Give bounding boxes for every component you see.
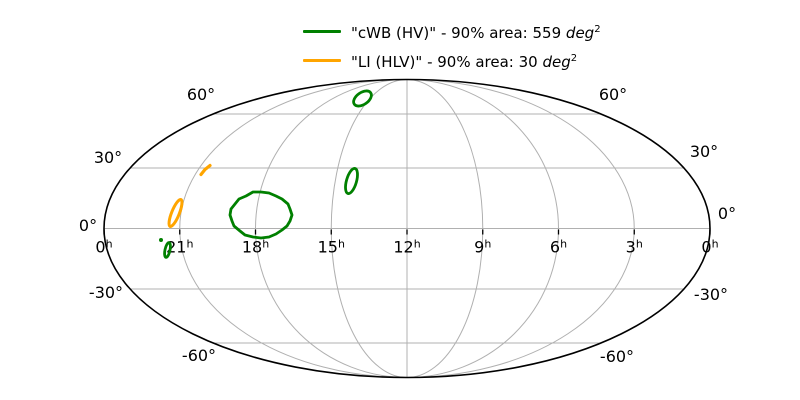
contour-cwb-hv-4: [159, 238, 163, 242]
legend-label-li-unit: deg: [542, 52, 571, 71]
lat-tick-label-right: -30°: [694, 285, 728, 304]
map-outline: [103, 78, 711, 379]
lat-tick-label-right: 60°: [599, 85, 627, 104]
hour-suffix: h: [106, 238, 113, 251]
hour-suffix: h: [560, 238, 567, 251]
contour-li-hlv-0: [167, 197, 184, 229]
hour-suffix: h: [636, 238, 643, 251]
hour-tick-label: 6h: [550, 238, 567, 257]
lat-tick-label-left: 60°: [187, 85, 215, 104]
lat-tick-label-left: 0°: [79, 216, 97, 235]
contours-layer: [159, 89, 373, 259]
hour-tick-label: 15h: [318, 238, 345, 257]
legend-label-li-text: "LI (HLV)" - 90% area: 30: [351, 52, 543, 71]
legend-label-li: "LI (HLV)" - 90% area: 30 deg2: [351, 49, 577, 72]
hour-suffix: h: [712, 238, 719, 251]
hour-tick-label: 9h: [474, 238, 491, 257]
legend-label-cwb: "cWB (HV)" - 90% area: 559 deg2: [351, 20, 601, 43]
hour-suffix: h: [414, 238, 421, 251]
graticule: [104, 79, 710, 378]
equator-ticks: [103, 229, 711, 235]
hour-tick-label: 18h: [242, 238, 269, 257]
lat-tick-label-right: -60°: [600, 347, 634, 366]
legend-label-cwb-unit: deg: [565, 23, 595, 42]
hour-suffix: h: [484, 238, 491, 251]
hour-suffix: h: [262, 238, 269, 251]
legend-line-li: [303, 58, 341, 62]
hour-tick-label: 12h: [393, 238, 420, 257]
hour-tick-label: 3h: [626, 238, 643, 257]
contour-cwb-hv-0: [228, 190, 294, 240]
legend-item-li: "LI (HLV)" - 90% area: 30 deg2: [303, 49, 601, 72]
contour-cwb-hv-3: [163, 241, 172, 259]
contour-li-hlv-1: [199, 163, 212, 177]
lat-labels: 60° 30° 0° -30° -60° 60° 30° 0° -30° -60°: [79, 85, 736, 366]
contour-cwb-hv-2: [352, 89, 373, 108]
lat-tick-label-left: 30°: [94, 148, 122, 167]
contour-cwb-hv-1: [344, 167, 359, 195]
hour-suffix: h: [186, 238, 193, 251]
legend-label-li-sup: 2: [570, 52, 578, 64]
lat-tick-label-right: 0°: [718, 204, 736, 223]
legend-item-cwb: "cWB (HV)" - 90% area: 559 deg2: [303, 20, 601, 43]
lat-tick-label-right: 30°: [690, 142, 718, 161]
lat-tick-label-left: -60°: [182, 346, 216, 365]
legend-label-cwb-sup: 2: [594, 23, 601, 35]
legend: "cWB (HV)" - 90% area: 559 deg2 "LI (HLV…: [303, 21, 601, 79]
hour-tick-label: 0h: [701, 238, 718, 257]
legend-label-cwb-text: "cWB (HV)" - 90% area: 559: [351, 23, 566, 42]
hour-suffix: h: [338, 238, 345, 251]
hour-labels: 0h 21h 18h 15h 12h 9h 6h 3h 0h: [95, 238, 718, 257]
legend-line-cwb: [303, 29, 341, 33]
hour-tick-label: 0h: [95, 238, 112, 257]
lat-tick-label-left: -30°: [89, 283, 123, 302]
